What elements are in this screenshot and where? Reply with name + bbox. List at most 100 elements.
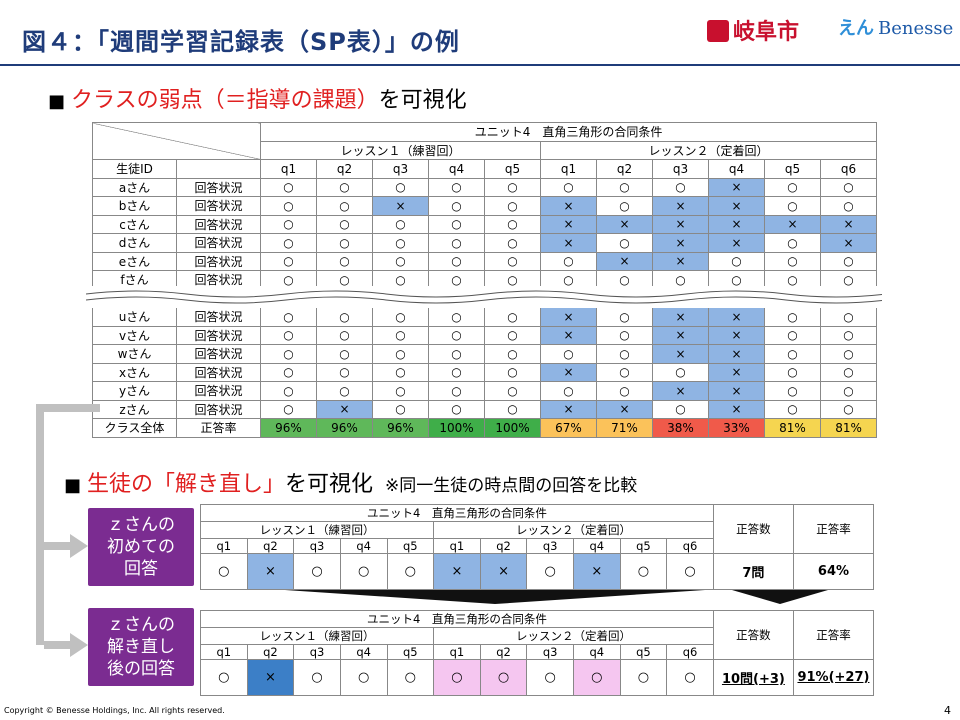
- connector-arm-2: [44, 641, 72, 649]
- heading-2-red: 生徒の「解き直し」: [87, 472, 286, 497]
- student-id: vさん: [92, 325, 177, 345]
- answer-cell: ○: [666, 659, 714, 696]
- answer-cell: ○: [316, 233, 373, 253]
- answer-cell: ×: [652, 233, 709, 253]
- copyright: Copyright © Benesse Holdings, Inc. All r…: [4, 706, 225, 715]
- answer-cell: ○: [619, 659, 668, 696]
- connector-top: [36, 404, 100, 412]
- answer-cell: ○: [293, 659, 341, 696]
- answer-row: ○ × ○ ○ ○ ○ ○ ○ ○ ○ ○ 10問(+3) 91%(+27): [200, 659, 875, 696]
- question-header: q5: [619, 644, 668, 660]
- rate-cell: 100%: [428, 418, 485, 438]
- answer-cell: ×: [708, 399, 765, 419]
- corner-cell: [92, 122, 261, 160]
- answer-cell: ○: [484, 196, 541, 216]
- question-header: q4: [339, 538, 388, 554]
- lesson2-header: レッスン２（定着回）: [433, 521, 714, 539]
- correct-count: 10問(+3): [712, 659, 794, 696]
- answer-cell: ×: [316, 399, 373, 419]
- answer-cell: ○: [200, 659, 248, 696]
- answer-cell: ×: [540, 362, 597, 382]
- z1-box-line: 回答: [124, 559, 158, 579]
- label-header: [176, 159, 261, 179]
- answer-status-label: 回答状況: [176, 399, 261, 419]
- heading-1-rest: を可視化: [378, 88, 467, 113]
- answer-status-label: 回答状況: [176, 177, 261, 197]
- question-header: q2: [479, 538, 528, 554]
- answer-cell: ○: [260, 381, 317, 401]
- lesson1-header: レッスン１（練習回）: [199, 627, 435, 645]
- question-header: q2: [596, 159, 653, 179]
- answer-cell: ○: [596, 177, 653, 197]
- question-header: q1: [540, 159, 597, 179]
- answer-cell: ○: [484, 399, 541, 419]
- answer-cell: ○: [372, 381, 429, 401]
- answer-cell: ○: [596, 381, 653, 401]
- question-header: q1: [200, 538, 248, 554]
- answer-cell: ○: [540, 344, 597, 364]
- student-row: uさん 回答状況 ○ ○ ○ ○ ○ × ○ × × ○ ○: [92, 307, 878, 327]
- lesson1-header: レッスン１（練習回）: [199, 521, 435, 539]
- student-row: eさん 回答状況 ○ ○ ○ ○ ○ ○ × × ○ ○ ○: [92, 251, 878, 271]
- student-id: zさん: [92, 399, 177, 419]
- student-id: wさん: [92, 344, 177, 364]
- answer-cell: ○: [819, 399, 878, 419]
- answer-cell: ○: [596, 233, 653, 253]
- answer-cell: ○: [819, 196, 878, 216]
- answer-status-label: 回答状況: [176, 233, 261, 253]
- z2-box-line: 解き直し: [107, 637, 175, 657]
- answer-status-label: 回答状況: [176, 307, 261, 327]
- benesse-logo: えん Benesse: [838, 14, 953, 40]
- heading-1-red: クラスの弱点（＝指導の課題）: [71, 88, 379, 113]
- page-title: 図４：「週間学習記録表（SP表）」の例: [22, 28, 460, 56]
- answer-cell: ○: [484, 325, 541, 345]
- answer-cell: ○: [372, 233, 429, 253]
- answer-status-label: 回答状況: [176, 251, 261, 271]
- page-number: 4: [944, 704, 951, 717]
- answer-cell: ×: [652, 381, 709, 401]
- question-header: q6: [666, 644, 714, 660]
- answer-cell: ○: [428, 177, 485, 197]
- answer-cell: ○: [428, 307, 485, 327]
- answer-cell: ×: [708, 325, 765, 345]
- lesson1-header: レッスン１（練習回）: [260, 140, 541, 160]
- answer-cell: ○: [316, 251, 373, 271]
- square-bullet: ■: [64, 475, 82, 496]
- answer-cell: ○: [316, 307, 373, 327]
- rate-cell: 96%: [260, 418, 317, 438]
- answer-cell: ○: [484, 381, 541, 401]
- rate-cell: 67%: [540, 418, 597, 438]
- answer-cell: ×: [479, 553, 528, 590]
- answer-cell: ○: [540, 251, 597, 271]
- question-row: q1 q2 q3 q4 q5 q1 q2 q3 q4 q5 q6: [200, 644, 874, 660]
- student-id: xさん: [92, 362, 177, 382]
- gifu-logo: 岐阜市: [707, 14, 799, 46]
- answer-cell: ○: [428, 233, 485, 253]
- answer-cell: ×: [708, 381, 765, 401]
- answer-cell: ○: [652, 399, 709, 419]
- answer-cell: ×: [652, 344, 709, 364]
- student-row: bさん 回答状況 ○ ○ × ○ ○ × ○ × × ○ ○: [92, 196, 878, 216]
- section-heading-1: ■ クラスの弱点（＝指導の課題）を可視化: [48, 82, 467, 114]
- arrow-right-icon: [70, 633, 88, 657]
- unit-row: ユニット4 直角三角形の合同条件 正答数 正答率: [200, 504, 875, 554]
- question-header: q5: [619, 538, 668, 554]
- answer-cell: ○: [540, 381, 597, 401]
- answer-cell: ○: [372, 325, 429, 345]
- answer-cell: ○: [316, 214, 373, 234]
- heading-2-rest: を可視化: [285, 472, 374, 497]
- question-header: q5: [386, 538, 435, 554]
- answer-cell: ×: [540, 196, 597, 216]
- answer-cell: ○: [316, 381, 373, 401]
- heading-2-note: ※同一生徒の時点間の回答を比較: [385, 476, 638, 496]
- answer-cell: ×: [652, 251, 709, 271]
- answer-cell: ○: [526, 659, 574, 696]
- question-header: q3: [293, 538, 341, 554]
- answer-cell: ×: [540, 325, 597, 345]
- answer-cell: ○: [652, 362, 709, 382]
- answer-cell: ○: [428, 399, 485, 419]
- rate-cell: 71%: [596, 418, 653, 438]
- answer-cell: ×: [819, 214, 878, 234]
- answer-cell: ×: [573, 553, 621, 590]
- answer-cell: ○: [479, 659, 528, 696]
